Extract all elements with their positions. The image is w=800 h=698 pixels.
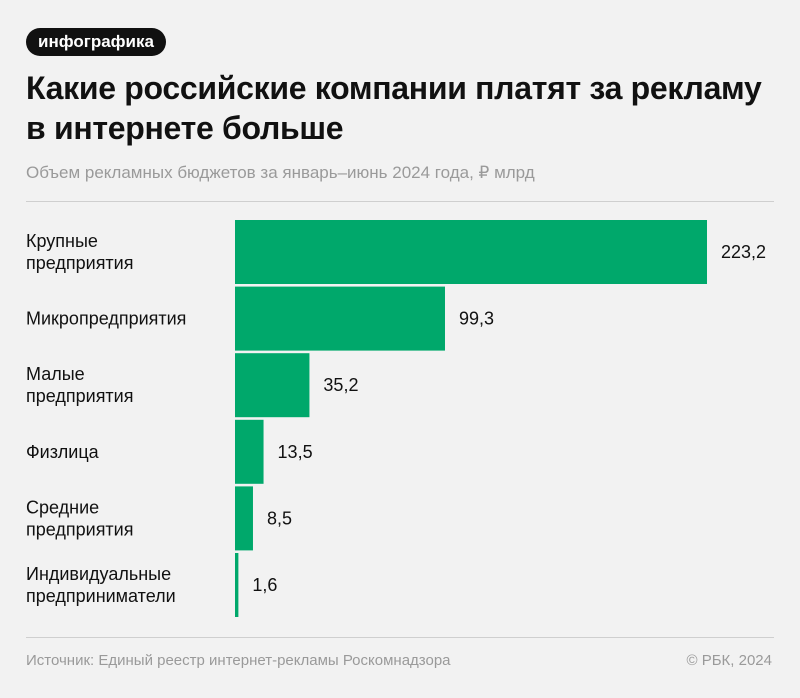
copyright: © РБК, 2024 <box>686 652 772 669</box>
value-label-5: 1,6 <box>252 575 277 595</box>
value-label-3: 13,5 <box>278 442 313 462</box>
value-label-0: 223,2 <box>721 242 766 262</box>
value-label-2: 35,2 <box>323 375 358 395</box>
category-label-1: Микропредприятия <box>26 309 186 329</box>
source-note: Источник: Единый реестр интернет-рекламы… <box>26 652 451 669</box>
top-divider <box>26 201 774 202</box>
category-label-2: Малые предприятия <box>26 364 133 406</box>
chart-title: Какие российские компании платят за рекл… <box>26 70 762 146</box>
infographic-badge: инфографика <box>26 28 166 56</box>
category-label-4: Средние предприятия <box>26 497 133 539</box>
chart-subtitle: Объем рекламных бюджетов за январь–июнь … <box>26 163 535 182</box>
bar-1 <box>235 286 445 351</box>
category-label-3: Физлица <box>26 442 100 462</box>
bar-2 <box>235 353 310 418</box>
value-label-1: 99,3 <box>459 309 494 329</box>
bottom-divider <box>26 637 774 638</box>
bar-4 <box>235 486 253 551</box>
bar-0 <box>235 220 707 284</box>
bar-5 <box>235 553 239 617</box>
value-label-4: 8,5 <box>267 508 292 528</box>
category-label-5: Индивидуальные предприниматели <box>26 564 176 606</box>
bar-3 <box>235 419 264 484</box>
bar-chart: 223,2 Крупные предприятия 99,3 Микропредприя… <box>26 220 766 617</box>
category-label-0: Крупные предприятия <box>26 231 133 273</box>
